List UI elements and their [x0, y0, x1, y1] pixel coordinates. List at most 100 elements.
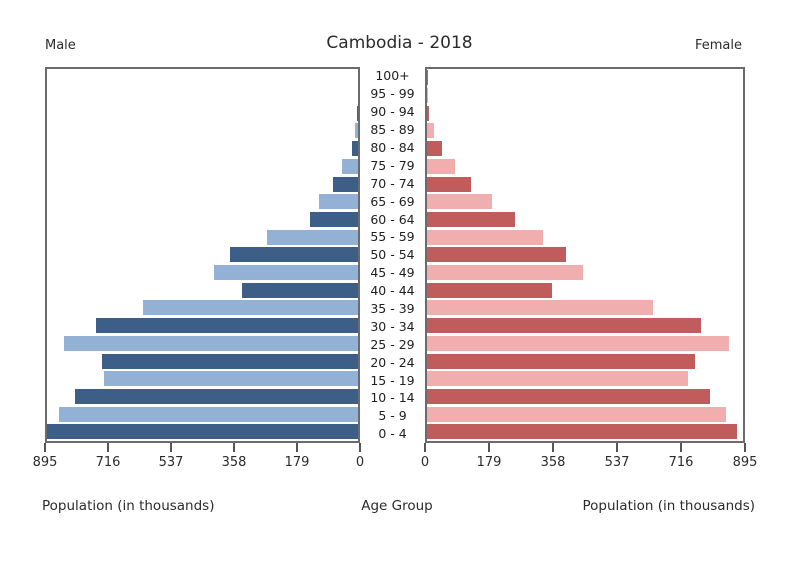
center-axis-caption: Age Group [361, 498, 433, 514]
x-axis-tick-label: 895 [32, 455, 58, 470]
x-axis-tick-label: 716 [95, 455, 121, 470]
male-bar-row [47, 175, 358, 193]
male-bar-65-69 [319, 194, 358, 210]
female-bar-row [427, 211, 743, 229]
male-bar-row [47, 140, 358, 158]
female-bars-panel [425, 67, 745, 443]
x-axis-tick-label: 0 [355, 455, 365, 470]
age-group-label: 45 - 49 [370, 265, 415, 281]
age-group-label: 100+ [375, 68, 410, 84]
male-bar-row [47, 281, 358, 299]
male-bar-30-34 [95, 318, 358, 334]
male-bar-80-84 [352, 141, 358, 157]
female-bar-70-74 [427, 176, 471, 192]
male-bar-0-4 [47, 424, 358, 440]
x-axis-tick-mark [424, 443, 426, 452]
male-bar-75-79 [342, 158, 358, 174]
age-group-label: 95 - 99 [370, 86, 415, 102]
female-bar-row [427, 175, 743, 193]
female-bar-row [427, 370, 743, 388]
male-bar-row [47, 87, 358, 105]
female-bar-row [427, 104, 743, 122]
male-bar-10-14 [74, 389, 358, 404]
age-group-label: 80 - 84 [370, 140, 415, 155]
female-bar-60-64 [427, 211, 515, 227]
age-group-label: 15 - 19 [370, 372, 415, 388]
x-axis-tick-mark [488, 443, 490, 452]
x-axis-tick-label: 716 [668, 455, 694, 470]
female-bar-90-94 [427, 105, 429, 121]
female-bar-45-49 [427, 265, 584, 281]
male-bar-50-54 [230, 247, 358, 263]
male-bar-row [47, 246, 358, 264]
male-bar-row [47, 228, 358, 246]
male-bar-55-59 [266, 229, 358, 245]
left-x-axis-caption: Population (in thousands) [42, 498, 215, 514]
x-axis-tick-mark [552, 443, 554, 452]
female-bar-row [427, 352, 743, 370]
age-group-label: 10 - 14 [370, 390, 415, 406]
male-bar-60-64 [310, 211, 358, 227]
male-bar-row [47, 335, 358, 353]
x-axis-tick-mark [680, 443, 682, 452]
x-axis-tick-label: 537 [604, 455, 630, 470]
x-axis-tick-label: 358 [540, 455, 566, 470]
male-bar-85-89 [354, 123, 358, 139]
female-bar-row [427, 87, 743, 105]
age-group-label: 40 - 44 [370, 283, 415, 299]
male-bar-45-49 [214, 265, 358, 281]
female-bar-20-24 [427, 353, 696, 369]
female-bar-85-89 [427, 123, 435, 139]
x-axis-tick-label: 358 [221, 455, 247, 470]
male-bar-row [47, 405, 358, 423]
female-bar-65-69 [427, 194, 492, 210]
x-axis-tick-mark [359, 443, 361, 452]
male-bar-row [47, 299, 358, 317]
x-axis-tick-label: 895 [732, 455, 758, 470]
x-axis-tick-mark [744, 443, 746, 452]
female-bar-row [427, 423, 743, 441]
male-bar-row [47, 388, 358, 406]
male-bar-row [47, 317, 358, 335]
age-group-label: 75 - 79 [370, 157, 415, 173]
female-bar-row [427, 158, 743, 176]
age-group-label: 20 - 24 [370, 354, 415, 370]
x-axis-tick-label: 179 [284, 455, 310, 470]
x-axis-tick-mark [44, 443, 46, 452]
female-bar-row [427, 388, 743, 406]
male-bar-row [47, 69, 358, 87]
male-bar-5-9 [59, 406, 358, 422]
age-group-label: 5 - 9 [378, 408, 407, 424]
age-group-label: 85 - 89 [370, 122, 415, 138]
male-bar-row [47, 423, 358, 441]
male-bar-25-29 [64, 335, 358, 351]
age-group-label: 60 - 64 [370, 211, 415, 227]
male-bar-20-24 [101, 353, 358, 369]
chart-title: Cambodia - 2018 [326, 33, 473, 53]
female-bar-15-19 [427, 371, 688, 387]
male-bar-row [47, 370, 358, 388]
female-bar-row [427, 228, 743, 246]
female-bar-0-4 [427, 424, 737, 440]
age-group-label: 30 - 34 [370, 318, 415, 334]
female-bar-75-79 [427, 158, 456, 174]
female-bar-row [427, 335, 743, 353]
male-bar-row [47, 104, 358, 122]
x-axis-tick-mark [233, 443, 235, 452]
x-axis-tick-label: 0 [420, 455, 430, 470]
female-x-axis-ticks: 0 179 358 537 716 895 [421, 443, 757, 477]
x-axis-tick-label: 537 [158, 455, 184, 470]
male-bar-70-74 [333, 176, 358, 192]
age-group-label: 90 - 94 [370, 104, 415, 120]
female-bar-55-59 [427, 229, 544, 245]
right-x-axis-caption: Population (in thousands) [582, 498, 755, 514]
male-bar-90-94 [356, 105, 358, 121]
age-group-label: 50 - 54 [370, 247, 415, 263]
male-bar-row [47, 122, 358, 140]
female-bar-95-99 [427, 88, 428, 104]
x-axis-tick-mark [616, 443, 618, 452]
male-bar-row [47, 193, 358, 211]
female-bar-35-39 [427, 300, 653, 316]
age-group-label: 0 - 4 [378, 426, 407, 442]
